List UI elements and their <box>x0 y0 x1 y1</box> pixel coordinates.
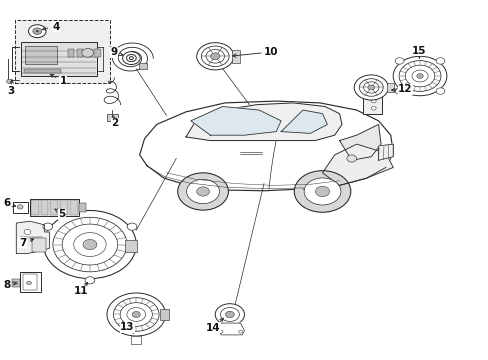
Circle shape <box>83 239 97 250</box>
Bar <box>70 200 78 215</box>
Circle shape <box>238 330 242 333</box>
Circle shape <box>294 171 350 212</box>
Circle shape <box>26 281 31 285</box>
Text: 3: 3 <box>7 86 14 96</box>
Circle shape <box>17 205 23 209</box>
Circle shape <box>215 304 244 325</box>
Polygon shape <box>16 221 49 253</box>
Bar <box>23 69 61 73</box>
Circle shape <box>24 229 31 234</box>
Polygon shape <box>322 144 392 185</box>
Circle shape <box>210 53 220 60</box>
Polygon shape <box>281 110 327 134</box>
Bar <box>131 336 141 344</box>
Text: 9: 9 <box>110 47 117 57</box>
Text: 10: 10 <box>264 46 278 57</box>
Bar <box>79 203 85 212</box>
Bar <box>25 46 57 64</box>
Circle shape <box>177 173 228 210</box>
Text: 6: 6 <box>3 198 10 208</box>
Circle shape <box>43 223 53 230</box>
Circle shape <box>392 56 446 96</box>
Circle shape <box>36 30 39 32</box>
Circle shape <box>225 311 234 318</box>
Circle shape <box>186 179 219 204</box>
Circle shape <box>127 223 137 230</box>
Circle shape <box>367 85 374 90</box>
Polygon shape <box>140 101 392 191</box>
Circle shape <box>33 28 41 35</box>
Text: 12: 12 <box>397 84 412 94</box>
Bar <box>159 309 169 320</box>
Text: 5: 5 <box>59 209 65 219</box>
Circle shape <box>6 79 12 84</box>
Circle shape <box>196 42 233 70</box>
Polygon shape <box>339 125 380 160</box>
Text: 13: 13 <box>120 322 135 332</box>
Bar <box>32 238 46 252</box>
Text: 1: 1 <box>60 76 66 86</box>
Bar <box>68 49 74 57</box>
Bar <box>124 240 137 252</box>
Circle shape <box>394 88 403 94</box>
Bar <box>22 274 37 290</box>
Bar <box>107 114 118 121</box>
Circle shape <box>81 49 93 57</box>
Circle shape <box>315 186 329 197</box>
Bar <box>30 199 79 216</box>
Circle shape <box>304 178 340 205</box>
Circle shape <box>416 74 423 78</box>
Bar <box>362 81 381 114</box>
Circle shape <box>43 211 136 279</box>
Bar <box>50 200 58 215</box>
Circle shape <box>370 99 375 103</box>
Circle shape <box>219 330 223 333</box>
Circle shape <box>13 281 18 285</box>
Circle shape <box>435 58 444 64</box>
Bar <box>31 200 39 215</box>
Bar <box>60 200 68 215</box>
Circle shape <box>196 187 209 196</box>
Bar <box>77 49 83 57</box>
Text: 8: 8 <box>3 280 11 290</box>
Circle shape <box>85 277 95 284</box>
Polygon shape <box>378 144 392 160</box>
Text: 15: 15 <box>411 46 426 56</box>
Text: 14: 14 <box>205 323 220 333</box>
Bar <box>94 49 101 57</box>
Bar <box>85 49 92 57</box>
Text: 2: 2 <box>111 118 118 128</box>
Circle shape <box>435 88 444 94</box>
Bar <box>20 272 41 292</box>
Bar <box>21 42 97 76</box>
Polygon shape <box>190 107 281 135</box>
Bar <box>12 279 20 287</box>
Text: 4: 4 <box>52 22 60 32</box>
Bar <box>13 202 27 213</box>
Circle shape <box>132 311 140 318</box>
Circle shape <box>394 58 403 64</box>
Polygon shape <box>219 323 244 335</box>
Text: 11: 11 <box>73 286 88 296</box>
Bar <box>231 50 240 63</box>
Circle shape <box>370 107 375 110</box>
Bar <box>139 63 147 69</box>
Bar <box>15 21 110 83</box>
Circle shape <box>353 75 387 100</box>
Bar <box>386 83 393 92</box>
Circle shape <box>28 25 46 38</box>
Text: 7: 7 <box>19 238 26 248</box>
Circle shape <box>346 155 356 162</box>
Bar <box>41 200 48 215</box>
Polygon shape <box>185 103 341 140</box>
Circle shape <box>35 243 40 246</box>
Circle shape <box>107 293 165 336</box>
